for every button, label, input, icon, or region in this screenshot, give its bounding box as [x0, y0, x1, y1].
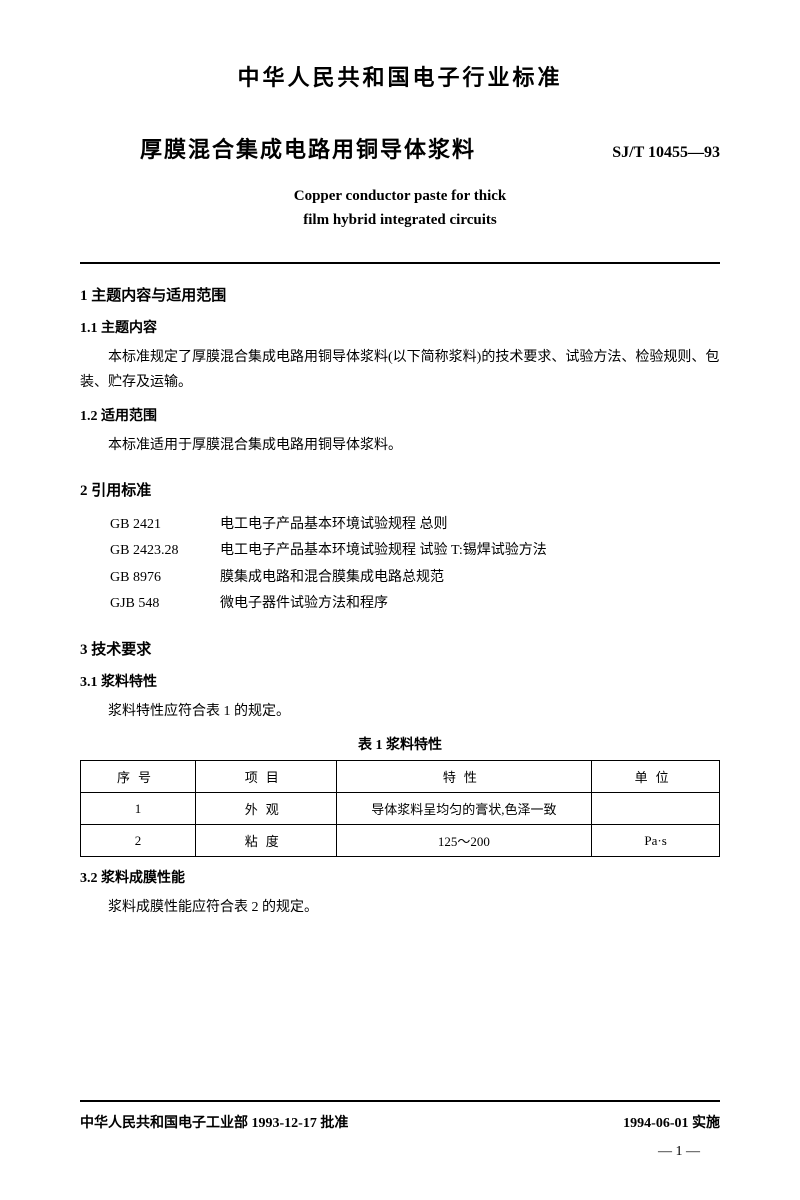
table-cell-item: 粘度 — [196, 825, 337, 857]
table-row: 1 外观 导体浆料呈均匀的膏状,色泽一致 — [81, 793, 720, 825]
table-cell-seq: 1 — [81, 793, 196, 825]
section-1-2-heading: 1.2 适用范围 — [80, 405, 720, 425]
reference-list: GB 2421 电工电子产品基本环境试验规程 总则 GB 2423.28 电工电… — [110, 512, 720, 618]
table-cell-seq: 2 — [81, 825, 196, 857]
table-1: 序号 项目 特性 单位 1 外观 导体浆料呈均匀的膏状,色泽一致 2 粘度 12… — [80, 760, 720, 857]
page-footer: 中华人民共和国电子工业部 1993-12-17 批准 1994-06-01 实施… — [80, 1100, 720, 1160]
header-divider — [80, 262, 720, 264]
table-header-unit: 单位 — [592, 761, 720, 793]
table-1-caption: 表 1 浆料特性 — [80, 734, 720, 754]
effective-text: 1994-06-01 实施 — [623, 1112, 720, 1132]
table-header-char: 特性 — [336, 761, 592, 793]
ref-desc: 电工电子产品基本环境试验规程 试验 T:锡焊试验方法 — [220, 538, 720, 565]
subtitle-english: Copper conductor paste for thick film hy… — [80, 184, 720, 232]
subtitle-en-line2: film hybrid integrated circuits — [80, 208, 720, 232]
section-1-1-text: 本标准规定了厚膜混合集成电路用铜导体浆料(以下简称浆料)的技术要求、试验方法、检… — [80, 345, 720, 395]
ref-code: GB 2421 — [110, 512, 220, 539]
ref-desc: 电工电子产品基本环境试验规程 总则 — [220, 512, 720, 539]
ref-code: GB 8976 — [110, 565, 220, 592]
title-row: 厚膜混合集成电路用铜导体浆料 SJ/T 10455—93 — [80, 132, 720, 164]
ref-desc: 膜集成电路和混合膜集成电路总规范 — [220, 565, 720, 592]
ref-desc: 微电子器件试验方法和程序 — [220, 591, 720, 618]
approval-text: 中华人民共和国电子工业部 1993-12-17 批准 — [80, 1112, 348, 1132]
table-cell-unit — [592, 793, 720, 825]
table-header-item: 项目 — [196, 761, 337, 793]
section-3-2-heading: 3.2 浆料成膜性能 — [80, 867, 720, 887]
ref-code: GJB 548 — [110, 591, 220, 618]
reference-item: GB 8976 膜集成电路和混合膜集成电路总规范 — [110, 565, 720, 592]
section-2-heading: 2 引用标准 — [80, 479, 720, 500]
section-1-1-heading: 1.1 主题内容 — [80, 317, 720, 337]
standard-code: SJ/T 10455—93 — [612, 144, 720, 162]
reference-item: GB 2423.28 电工电子产品基本环境试验规程 试验 T:锡焊试验方法 — [110, 538, 720, 565]
table-cell-char: 导体浆料呈均匀的膏状,色泽一致 — [336, 793, 592, 825]
table-header-row: 序号 项目 特性 单位 — [81, 761, 720, 793]
section-3-heading: 3 技术要求 — [80, 638, 720, 659]
subtitle-en-line1: Copper conductor paste for thick — [80, 184, 720, 208]
table-header-seq: 序号 — [81, 761, 196, 793]
table-cell-item: 外观 — [196, 793, 337, 825]
table-row: 2 粘度 125～200 Pa·s — [81, 825, 720, 857]
org-title: 中华人民共和国电子行业标准 — [80, 60, 720, 92]
footer-divider — [80, 1100, 720, 1102]
ref-code: GB 2423.28 — [110, 538, 220, 565]
section-1-heading: 1 主题内容与适用范围 — [80, 284, 720, 305]
section-1-2-text: 本标准适用于厚膜混合集成电路用铜导体浆料。 — [80, 433, 720, 458]
main-title: 厚膜混合集成电路用铜导体浆料 — [140, 132, 476, 164]
section-3-1-heading: 3.1 浆料特性 — [80, 671, 720, 691]
page-number: — 1 — — [80, 1144, 720, 1160]
table-cell-unit: Pa·s — [592, 825, 720, 857]
reference-item: GB 2421 电工电子产品基本环境试验规程 总则 — [110, 512, 720, 539]
footer-row: 中华人民共和国电子工业部 1993-12-17 批准 1994-06-01 实施 — [80, 1112, 720, 1132]
section-3-1-text: 浆料特性应符合表 1 的规定。 — [80, 699, 720, 724]
section-3-2-text: 浆料成膜性能应符合表 2 的规定。 — [80, 895, 720, 920]
table-cell-char: 125～200 — [336, 825, 592, 857]
reference-item: GJB 548 微电子器件试验方法和程序 — [110, 591, 720, 618]
